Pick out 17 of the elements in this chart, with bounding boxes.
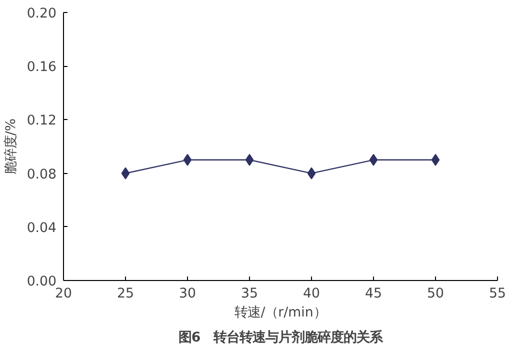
y-tick-label: 0.20: [26, 6, 57, 22]
y-axis-title: 脆碎度/%: [2, 118, 19, 175]
x-tick-label: 35: [241, 286, 258, 302]
y-tick-label: 0.16: [26, 60, 57, 76]
text: 图6 转台转速与片剂脆碎度的关系: [178, 330, 384, 346]
x-axis-title: 转速/（r/min）: [234, 306, 326, 320]
x-tick-label: 55: [489, 286, 506, 302]
y-tick-label: 0.00: [26, 274, 57, 290]
x-tick-label: 50: [427, 286, 444, 302]
x-tick-label: 25: [117, 286, 134, 302]
y-tick-label: 0.08: [26, 167, 57, 182]
y-tick-label: 0.12: [26, 114, 57, 129]
x-tick-label: 30: [179, 286, 196, 302]
x-tick-label: 40: [303, 286, 320, 302]
y-tick-label: 0.04: [26, 220, 57, 236]
x-tick-label: 20: [55, 286, 72, 302]
x-tick-label: 45: [365, 286, 382, 302]
